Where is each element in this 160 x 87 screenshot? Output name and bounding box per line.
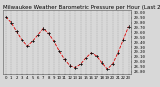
Text: Milwaukee Weather Barometric Pressure per Hour (Last 24 Hours): Milwaukee Weather Barometric Pressure pe… — [3, 5, 160, 10]
